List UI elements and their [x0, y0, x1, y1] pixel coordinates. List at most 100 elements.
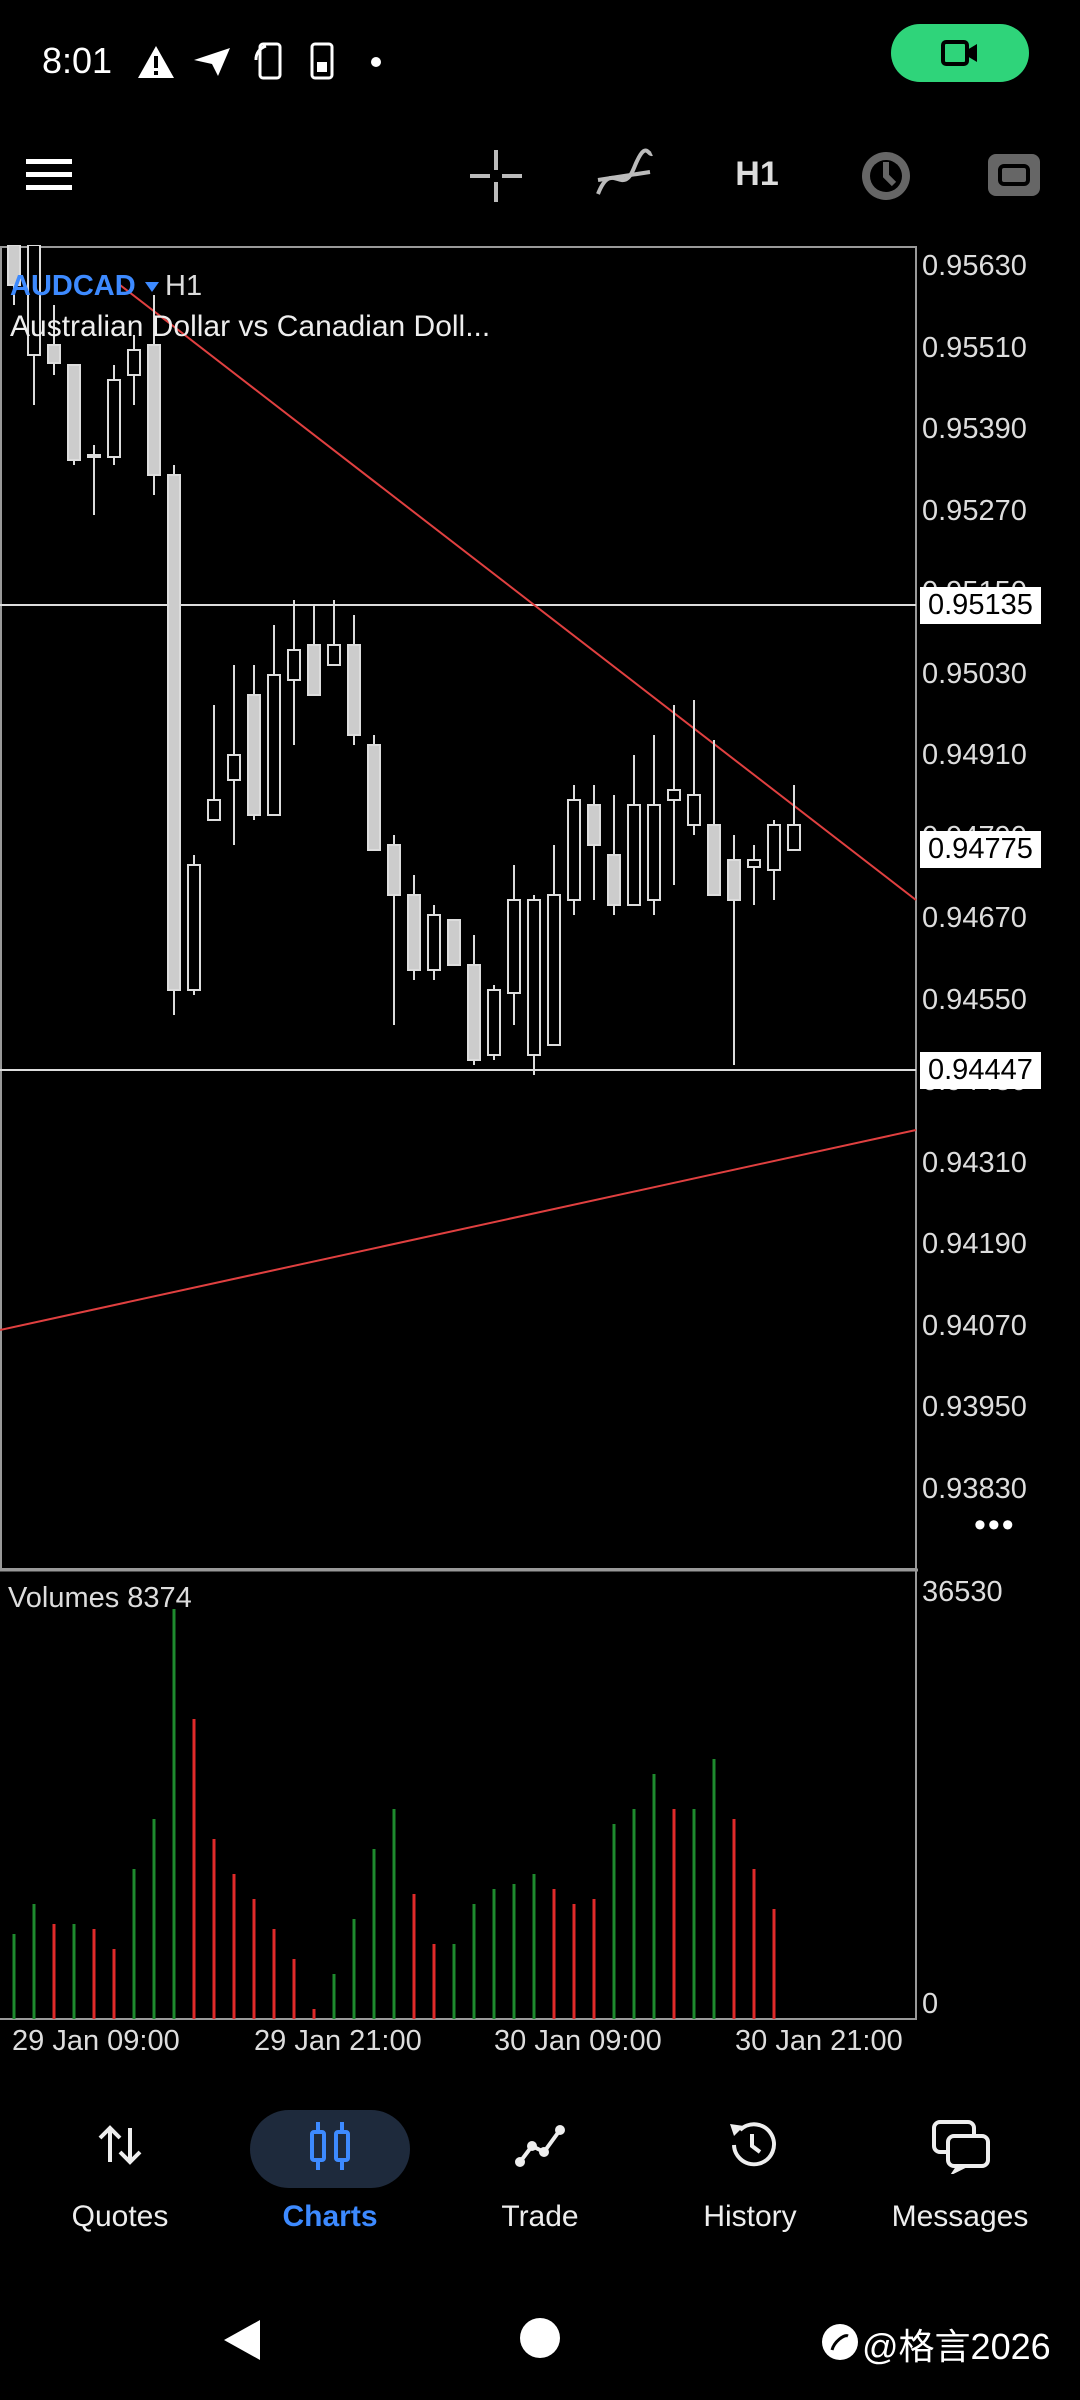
volume-max-label: 36530	[922, 1576, 1003, 1608]
clock-icon[interactable]	[858, 148, 914, 204]
objects-icon[interactable]	[986, 152, 1042, 200]
volume-min-label: 0	[922, 1988, 939, 2020]
candle	[627, 804, 641, 906]
quotes-icon	[98, 2125, 142, 2165]
price-label: 0.93830	[922, 1472, 1027, 1505]
warning-icon	[138, 46, 174, 78]
tab-charts-label: Charts	[282, 2200, 378, 2233]
candle	[127, 349, 141, 376]
trendline-descending	[119, 284, 917, 901]
candle	[687, 794, 701, 826]
candle	[747, 859, 761, 868]
video-camera-icon	[941, 40, 977, 66]
volumes-title: Volumes 8374	[8, 1582, 192, 1614]
back-button[interactable]	[220, 2316, 264, 2364]
indicator-icon[interactable]	[594, 148, 654, 204]
charts-tab-highlight	[250, 2110, 410, 2188]
candle	[387, 844, 401, 896]
watermark: @格言2026	[862, 2326, 1051, 2367]
price-label: 0.95510	[922, 331, 1027, 364]
candle	[647, 804, 661, 901]
symbol-label[interactable]: AUDCAD	[10, 270, 136, 302]
charts-icon	[310, 2122, 350, 2170]
candle	[67, 364, 81, 461]
candle	[167, 474, 181, 991]
candle	[767, 824, 781, 871]
candle	[547, 894, 561, 1046]
candle	[487, 989, 501, 1056]
price-label: 0.94310	[922, 1146, 1027, 1179]
phone-rotate-icon	[254, 42, 282, 80]
candle	[787, 824, 801, 851]
price-label: 0.95030	[922, 657, 1027, 690]
tab-charts[interactable]: Charts	[250, 2100, 410, 2240]
line-tag-lower: 0.94447	[920, 1052, 1041, 1089]
phone-icon	[310, 42, 334, 80]
trendline-ascending	[0, 1129, 917, 1331]
tab-trade[interactable]: Trade	[460, 2100, 620, 2240]
candle	[667, 789, 681, 801]
timeframe-button[interactable]: H1	[735, 155, 779, 193]
clock: 8:01	[42, 40, 113, 81]
crosshair-icon[interactable]	[468, 148, 524, 204]
candle	[707, 824, 721, 896]
chevron-down-icon	[145, 282, 159, 292]
tab-history[interactable]: History	[670, 2100, 830, 2240]
candle	[507, 899, 521, 994]
candle	[727, 859, 741, 901]
weibo-logo-icon	[822, 2324, 858, 2360]
candle	[307, 644, 321, 696]
candle	[327, 644, 341, 666]
candle	[347, 644, 361, 736]
candle	[287, 649, 301, 681]
symbol-timeframe: H1	[165, 270, 203, 302]
tab-history-label: History	[703, 2200, 797, 2233]
candle	[467, 964, 481, 1061]
candle	[607, 854, 621, 906]
candle	[247, 694, 261, 816]
candles	[7, 245, 801, 1075]
candle	[267, 674, 281, 816]
candle	[7, 245, 21, 286]
line-tag-current: 0.94775	[920, 831, 1041, 868]
candle	[147, 344, 161, 476]
price-label: 0.94190	[922, 1228, 1027, 1260]
candle	[47, 344, 61, 364]
candle	[187, 864, 201, 991]
candle	[227, 754, 241, 781]
time-label-2: 29 Jan 21:00	[254, 2025, 422, 2057]
price-label: 0.94070	[922, 1309, 1027, 1342]
tab-quotes-label: Quotes	[71, 2200, 169, 2233]
candle	[107, 379, 121, 458]
symbol-description: Australian Dollar vs Canadian Doll...	[10, 310, 491, 343]
tab-quotes[interactable]: Quotes	[40, 2100, 200, 2240]
price-label: 0.95390	[922, 413, 1027, 445]
home-button[interactable]	[518, 2316, 562, 2360]
candle	[87, 454, 101, 458]
dot-icon	[371, 57, 381, 67]
volume-histogram	[0, 1570, 917, 2020]
screen-record-button[interactable]	[891, 24, 1029, 82]
candle	[587, 804, 601, 846]
candle	[427, 914, 441, 971]
price-chart[interactable]	[0, 245, 1080, 1575]
status-bar: 8:01	[0, 0, 1080, 130]
send-icon	[194, 48, 230, 76]
price-label: 0.94550	[922, 983, 1027, 1016]
line-tag-upper: 0.95135	[920, 587, 1041, 624]
history-icon	[730, 2122, 776, 2167]
tab-messages[interactable]: Messages	[880, 2100, 1040, 2240]
messages-icon	[932, 2120, 990, 2174]
tab-trade-label: Trade	[501, 2200, 579, 2233]
main-chart-frame	[0, 246, 917, 1570]
more-icon[interactable]: •••	[974, 1506, 1016, 1544]
price-label: 0.95630	[922, 250, 1027, 282]
time-label-3: 30 Jan 09:00	[494, 2025, 662, 2057]
candle	[527, 899, 541, 1056]
time-label-4: 30 Jan 21:00	[735, 2025, 903, 2057]
candle	[27, 245, 41, 356]
chart-toolbar	[0, 130, 1080, 250]
price-label: 0.94670	[922, 902, 1027, 934]
candle	[207, 799, 221, 821]
menu-icon[interactable]	[26, 155, 74, 195]
